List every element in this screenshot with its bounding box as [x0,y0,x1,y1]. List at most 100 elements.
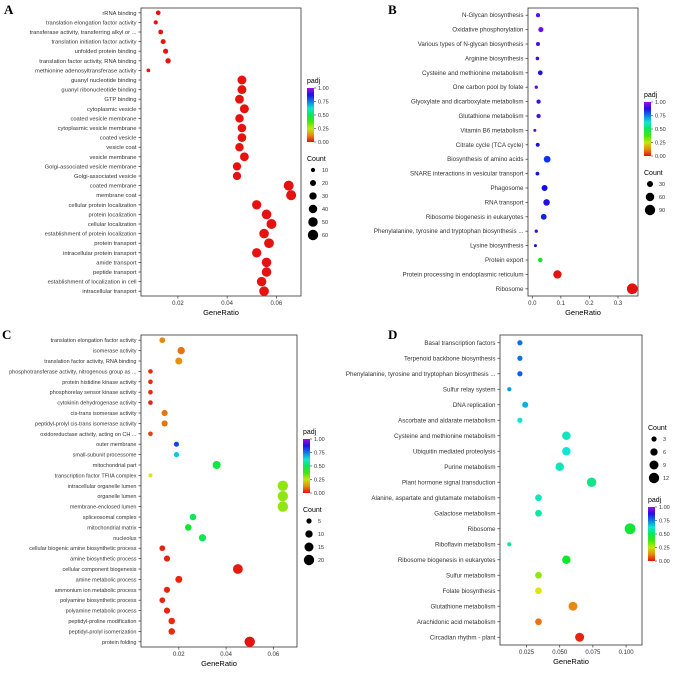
data-point [148,379,153,385]
y-tick-label: protein transport [94,241,137,247]
data-point [535,571,542,579]
y-tick-label: translation factor activity, RNA binding [39,59,136,65]
y-tick-label: protein localization [88,212,136,218]
count-legend-dot [308,217,318,227]
y-tick-label: peptide transport [93,270,137,276]
count-legend-dot [305,530,313,538]
y-tick-label: mitochondrial part [93,463,137,469]
y-tick-label: guanyl ribonucleotide binding [61,88,136,94]
count-legend-dot [303,554,315,566]
data-point [153,20,158,25]
y-tick-label: Citrate cycle (TCA cycle) [456,142,524,149]
data-point [235,142,244,152]
y-tick-label: phosphorelay sensor kinase activity [50,390,137,396]
panel-c-plot: C 0.02 0.04 0.06 GeneRatio translation elonga… [2,327,325,668]
x-tick-label: 0.04 [220,652,232,658]
y-tick-label: Circadian rhythm - plant [430,634,496,641]
x-tick-label: 0.1 [557,301,566,307]
data-point [163,555,171,562]
y-tick-label: Vitamin B6 metabolism [460,127,523,134]
data-point [553,270,562,279]
count-legend-dot [646,180,654,188]
y-tick-label: translation elongation factor activity [51,338,137,344]
panel-label: B [388,2,397,17]
y-tick-label: Arginine biosynthesis [465,55,523,62]
count-legend-dot [307,229,319,241]
data-point [259,228,269,239]
count-legend-label: 12 [663,476,669,482]
padj-tick-label: 0.50 [659,532,670,538]
x-tick-label: 0.075 [585,650,601,656]
y-tick-label: One carbon pool by folate [453,84,524,91]
data-point [264,238,274,249]
y-tick-label: oxidoreductase activity, acting on CH ..… [40,432,137,438]
x-axis-title: GeneRatio [553,657,589,666]
data-point [235,94,244,104]
panel-a-plot: A 0.02 0.04 0.06 GeneRatio rRNA binding transl… [4,2,329,317]
y-tick-label: intracellular transport [82,289,137,295]
padj-tick-label: 0.00 [318,140,329,146]
x-tick-label: 0.06 [268,652,280,658]
padj-colorbar [644,102,651,156]
count-legend-dot [308,204,318,214]
y-tick-label: peptidyl-prolyl cis-trans isomerase acti… [35,421,137,427]
data-point [148,369,153,374]
padj-colorbar [648,507,655,561]
padj-colorbar [303,439,310,493]
data-point [543,199,550,206]
data-point [184,524,192,531]
data-point [522,401,529,408]
y-tick-label: establishment of protein localization [45,232,137,238]
data-point [163,586,171,593]
data-point [535,171,540,176]
x-tick-label: 0.100 [619,650,635,656]
data-point [535,509,542,517]
data-point [517,371,523,377]
padj-legend-title: padj [307,78,321,85]
data-point [177,346,185,355]
data-point [534,85,538,89]
padj-legend-title: padj [644,92,658,99]
plot-area [140,7,302,297]
y-tick-label: unfolded protein binding [75,49,137,55]
panel-label: A [4,2,14,17]
count-legend-label: 50 [322,220,328,226]
y-tick-label: polyamine biosynthetic process [60,598,137,604]
data-point [256,276,267,287]
padj-tick-label: 0.00 [314,491,325,497]
data-point [148,473,153,478]
panel-d: D 0.025 0.050 0.075 0.100 GeneRatio Basal tran… [342,325,685,677]
y-tick-label: amine biosynthetic process [70,557,137,563]
y-tick-label: Ribosome biogenesis in eukaryotes [426,214,524,221]
data-point [586,477,597,487]
count-legend-dot [310,167,316,173]
y-tick-label: vesicle membrane [89,155,136,161]
y-tick-label: N-Glycan biosynthesis [462,12,524,19]
data-point [252,200,262,210]
y-tick-label: Phenylalanine, tyrosine and tryptophan b… [374,228,524,235]
y-tick-label: Basal transcription factors [424,340,495,347]
plot-area [499,334,643,646]
padj-tick-label: 1.00 [318,86,329,92]
data-point [148,431,153,437]
y-tick-label: Cysteine and methionine metabolism [422,70,523,77]
data-point [535,494,542,502]
y-tick-label: Protein export [485,257,524,264]
panel-label: C [2,327,11,342]
padj-tick-label: 1.00 [314,437,325,443]
data-point [163,48,169,54]
count-legend-label: 20 [318,558,324,564]
data-point [163,607,171,614]
data-point [535,13,541,18]
y-tick-label: coated membrane [90,184,137,190]
padj-tick-label: 0.75 [655,114,666,120]
y-tick-label: Sulfur relay system [443,386,496,393]
y-tick-label: cytoplasmic vesicle membrane [58,126,137,132]
data-point [239,104,249,114]
count-legend-label: 15 [318,545,324,551]
y-tick-label: Golgi-associated vesicle membrane [45,164,137,170]
data-point [148,400,153,405]
y-tick-label: coated vesicle membrane [70,116,136,122]
count-legend-label: 60 [659,195,665,201]
y-tick-label: outer membrane [96,442,136,448]
